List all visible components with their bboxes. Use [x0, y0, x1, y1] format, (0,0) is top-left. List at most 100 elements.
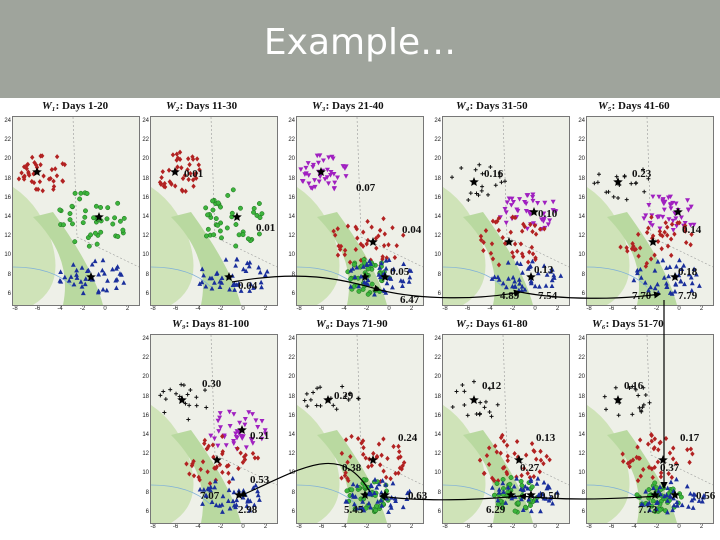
- transition-arrow: [378, 493, 521, 501]
- station-marker-black: [331, 403, 336, 408]
- station-marker-purple: [215, 443, 221, 449]
- station-marker-black: [497, 170, 502, 175]
- station-marker-blue: [679, 502, 685, 508]
- map-canvas: [151, 335, 277, 523]
- station-marker-blue: [197, 281, 203, 286]
- station-marker-blue: [681, 263, 687, 268]
- y-tick-label: 10: [434, 252, 441, 259]
- station-marker-black: [162, 410, 167, 415]
- station-marker-blue: [543, 283, 549, 288]
- station-marker-red: [196, 474, 201, 480]
- terrain-area: [443, 187, 486, 305]
- station-marker-blue: [354, 264, 360, 270]
- station-marker-purple: [685, 198, 691, 203]
- y-tick-label: 10: [578, 252, 585, 259]
- station-marker-purple: [331, 186, 337, 191]
- station-marker-blue: [505, 485, 511, 490]
- x-tick-label: -6: [608, 524, 615, 530]
- station-marker-black: [181, 383, 186, 388]
- station-marker-green: [72, 190, 78, 196]
- station-marker-blue: [660, 257, 666, 263]
- y-tick-label: 22: [142, 355, 149, 362]
- station-marker-blue: [536, 283, 542, 289]
- station-marker-purple: [525, 193, 531, 198]
- transition-arrow: [379, 289, 522, 299]
- centroid-star: [170, 167, 180, 176]
- station-marker-red: [21, 164, 27, 170]
- station-marker-green: [203, 205, 209, 211]
- station-marker-green: [112, 215, 118, 221]
- station-marker-green: [344, 488, 350, 494]
- station-marker-purple: [324, 175, 330, 180]
- map-frame: [296, 334, 424, 524]
- x-tick-label: 0: [533, 306, 537, 312]
- station-marker-red: [625, 248, 630, 254]
- station-marker-red: [511, 254, 516, 260]
- y-tick-label: 18: [578, 393, 585, 400]
- station-marker-blue: [219, 275, 225, 281]
- panel-title-days: : Days 51-70: [605, 318, 664, 330]
- station-marker-black: [499, 180, 504, 185]
- station-marker-purple: [300, 179, 306, 184]
- station-marker-blue: [92, 258, 98, 264]
- station-marker-red: [60, 161, 65, 167]
- station-marker-green: [69, 203, 75, 209]
- map-frame: [442, 116, 570, 306]
- station-marker-red: [368, 257, 373, 263]
- station-marker-blue: [541, 479, 547, 485]
- station-marker-black: [613, 385, 618, 390]
- station-marker-red: [354, 226, 359, 232]
- river-line: [297, 266, 358, 288]
- station-marker-black: [471, 379, 476, 384]
- station-marker-red: [191, 458, 196, 464]
- station-marker-red: [353, 246, 359, 253]
- station-marker-blue: [496, 277, 502, 282]
- station-marker-green: [678, 494, 684, 500]
- station-marker-blue: [672, 288, 678, 294]
- station-marker-purple: [646, 203, 652, 208]
- station-marker-blue: [240, 494, 246, 500]
- panel-title: W₉: Days 81-100: [172, 318, 312, 334]
- station-marker-green: [218, 204, 223, 210]
- station-marker-purple: [673, 216, 679, 221]
- station-marker-black: [177, 394, 182, 399]
- station-marker-red: [180, 188, 185, 194]
- station-marker-purple: [242, 422, 248, 428]
- station-marker-red: [360, 243, 366, 249]
- centroid-star: [650, 490, 660, 499]
- y-tick-label: 22: [288, 355, 295, 362]
- station-marker-blue: [78, 279, 84, 284]
- x-tick-label: -6: [464, 306, 471, 312]
- x-tick-label: 0: [677, 524, 681, 530]
- station-marker-blue: [234, 256, 240, 262]
- y-tick-label: 20: [4, 156, 11, 163]
- station-marker-red: [396, 443, 401, 449]
- station-marker-red: [187, 471, 192, 477]
- distance-annotation: 2.98: [238, 504, 258, 516]
- station-marker-red: [393, 470, 398, 477]
- station-marker-blue: [696, 498, 702, 503]
- station-marker-blue: [510, 274, 516, 280]
- station-marker-green: [529, 484, 535, 490]
- y-tick-label: 14: [4, 214, 11, 220]
- y-tick-label: 22: [434, 355, 441, 362]
- station-marker-red: [360, 438, 366, 444]
- province-border: [646, 335, 713, 486]
- station-marker-blue: [668, 479, 674, 485]
- station-marker-blue: [689, 280, 695, 286]
- station-marker-black: [616, 196, 621, 201]
- station-marker-red: [380, 256, 385, 262]
- station-marker-blue: [200, 501, 205, 506]
- x-tick-label: 2: [699, 306, 704, 312]
- station-marker-red: [170, 152, 176, 158]
- station-marker-black: [643, 392, 648, 397]
- station-marker-red: [659, 246, 664, 252]
- y-tick-label: 6: [145, 508, 149, 515]
- y-tick-label: 16: [4, 194, 11, 201]
- station-marker-blue: [700, 494, 706, 500]
- station-marker-blue: [348, 283, 354, 289]
- station-marker-black: [647, 400, 652, 405]
- station-marker-purple: [522, 199, 528, 205]
- station-marker-black: [186, 417, 191, 422]
- station-marker-purple: [668, 206, 674, 212]
